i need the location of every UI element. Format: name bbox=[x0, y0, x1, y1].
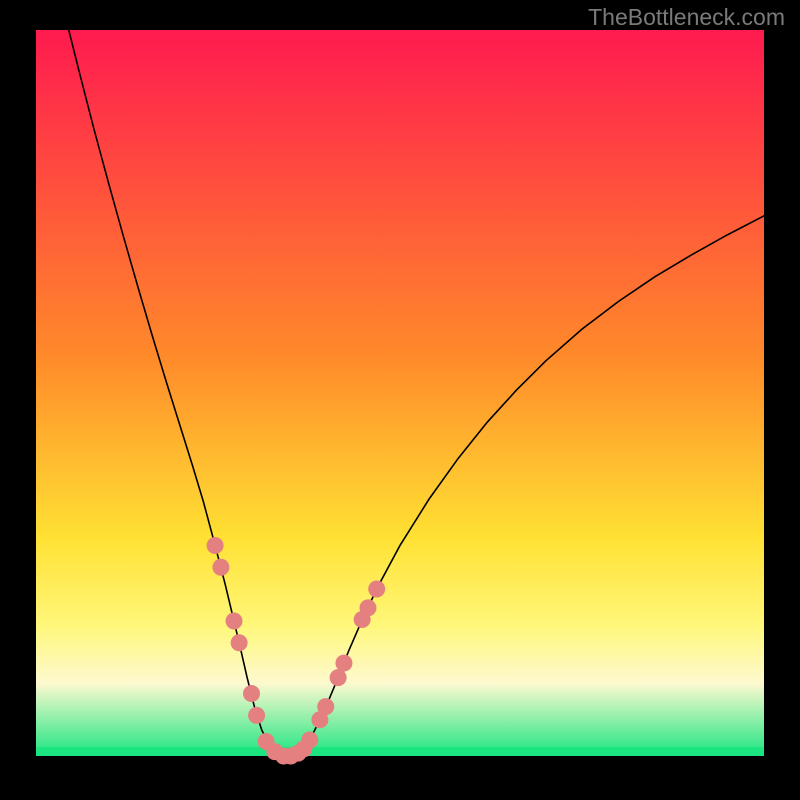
data-point bbox=[226, 612, 243, 629]
data-point bbox=[368, 581, 385, 598]
watermark-label: TheBottleneck.com bbox=[588, 4, 785, 31]
data-point bbox=[207, 537, 224, 554]
data-point bbox=[301, 732, 318, 749]
data-point bbox=[243, 685, 260, 702]
data-point bbox=[212, 559, 229, 576]
data-point bbox=[317, 698, 334, 715]
data-point bbox=[248, 707, 265, 724]
chart-container: TheBottleneck.com bbox=[0, 0, 800, 800]
data-point bbox=[359, 599, 376, 616]
bottleneck-curve bbox=[69, 30, 764, 756]
data-point bbox=[231, 634, 248, 651]
data-point bbox=[335, 655, 352, 672]
chart-overlay bbox=[0, 0, 800, 800]
data-point bbox=[330, 669, 347, 686]
